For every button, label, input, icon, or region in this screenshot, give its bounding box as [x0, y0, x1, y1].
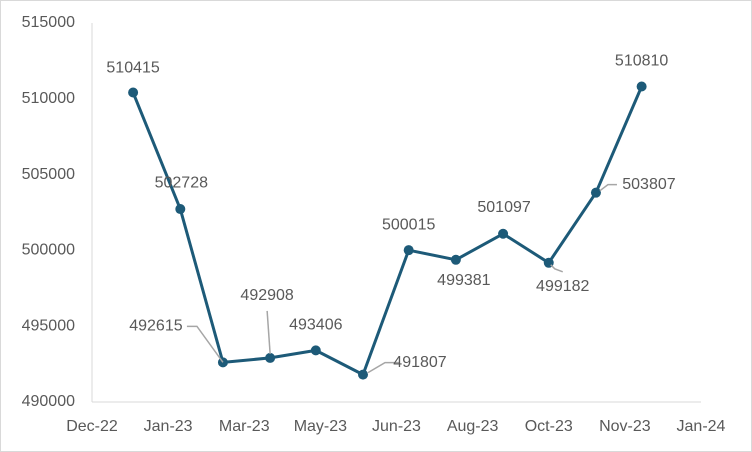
line	[131, 85, 644, 377]
x-tick-label: Jun-23	[372, 418, 421, 435]
data-label: 503807	[622, 176, 675, 193]
data-label: 510810	[615, 53, 668, 70]
data-label: 492615	[129, 318, 182, 335]
marker	[358, 369, 369, 380]
x-tick-label: Mar-23	[219, 418, 270, 435]
x-tick-label: Nov-23	[599, 418, 651, 435]
data-label: 502728	[155, 174, 208, 191]
x-tick-label: Jan-24	[677, 418, 726, 435]
marker	[175, 204, 186, 215]
x-tick-label: Oct-23	[525, 418, 573, 435]
marker	[498, 228, 509, 239]
y-tick-label: 490000	[22, 393, 75, 410]
marker	[310, 345, 321, 356]
leader-line	[186, 325, 224, 363]
y-tick-label: 515000	[22, 14, 75, 31]
x-tick-label: May-23	[294, 418, 347, 435]
marker	[450, 254, 461, 265]
x-tick-label: Jan-23	[144, 418, 193, 435]
leader-line	[599, 183, 617, 192]
data-label: 501097	[477, 199, 530, 216]
leader-line	[266, 310, 271, 354]
marker	[128, 87, 139, 98]
x-tick-label: Dec-22	[66, 418, 118, 435]
marker	[590, 187, 601, 198]
marker	[636, 81, 647, 92]
leader-line	[367, 361, 400, 374]
y-tick-label: 510000	[22, 90, 75, 107]
data-label: 491807	[393, 354, 446, 371]
marker	[403, 245, 414, 256]
data-label: 500015	[382, 216, 435, 233]
data-label: 499182	[536, 278, 589, 295]
y-tick-label: 495000	[22, 317, 75, 334]
data-label: 492908	[240, 287, 293, 304]
data-label: 510415	[106, 60, 159, 77]
y-tick-label: 505000	[22, 166, 75, 183]
data-label: 493406	[289, 317, 342, 334]
x-tick-label: Aug-23	[447, 418, 499, 435]
leader-line	[550, 264, 564, 273]
data-label: 499381	[437, 272, 490, 289]
y-tick-label: 500000	[22, 242, 75, 259]
marker	[265, 352, 276, 363]
